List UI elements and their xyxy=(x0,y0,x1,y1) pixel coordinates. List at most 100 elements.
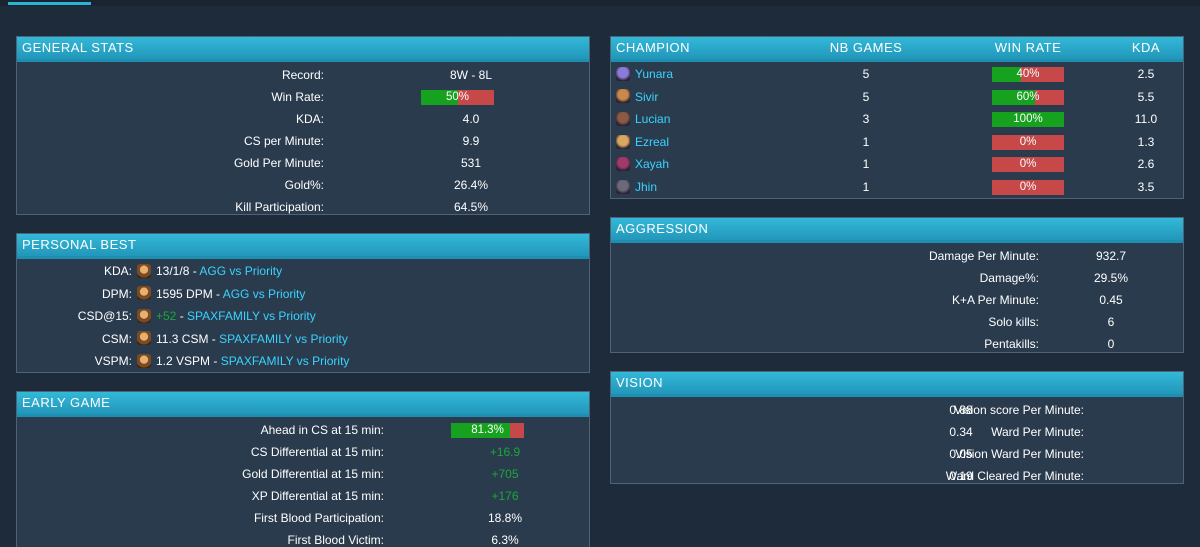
player-champion-icon xyxy=(137,308,151,323)
stat-label: Kill Participation: xyxy=(235,200,324,214)
stat-row: K+A Per Minute: 0.45 xyxy=(611,289,1183,311)
personal-best-label: VSPM: xyxy=(94,354,132,368)
stat-row: Pentakills: 0 xyxy=(611,333,1183,355)
champion-winrate: 0% xyxy=(1019,158,1037,171)
stat-label: Vision Ward Per Minute: xyxy=(955,447,1084,461)
general-stats-panel: GENERAL STATS Record: 8W - 8L Win Rate: 50%… xyxy=(16,36,590,215)
stat-value: 531 xyxy=(460,156,482,170)
champion-table-header: CHAMPION NB GAMES WIN RATE KDA xyxy=(611,37,1183,62)
stat-value: 50% xyxy=(445,91,470,103)
yunara-icon xyxy=(616,66,630,81)
personal-best-row: DPM: 1595 DPM - AGG vs Priority xyxy=(17,283,589,306)
champion-winrate: 100% xyxy=(1013,113,1043,126)
stat-label: Ahead in CS at 15 min: xyxy=(260,423,384,437)
winrate-bar: 0% xyxy=(992,157,1064,173)
match-link[interactable]: SPAXFAMILY vs Priority xyxy=(219,331,348,346)
winrate-bar-fill xyxy=(992,112,1064,128)
winrate-bar: 0% xyxy=(992,134,1064,150)
champion-name-cell[interactable]: Jhin xyxy=(616,176,657,198)
champion-name-cell[interactable]: Ezreal xyxy=(616,131,669,153)
early-game-body: Ahead in CS at 15 min: 81.3% CS Differenti… xyxy=(17,414,589,547)
champion-games: 5 xyxy=(862,89,870,104)
stat-row: Kill Participation: 64.5% xyxy=(17,196,589,218)
stat-value: 0.05 xyxy=(949,447,973,461)
stat-row: First Blood Participation: 18.8% xyxy=(17,507,589,529)
stat-row: CS Differential at 15 min: +16.9 xyxy=(17,441,589,463)
match-link[interactable]: AGG vs Priority xyxy=(222,286,306,301)
stat-row: First Blood Victim: 6.3% xyxy=(17,529,589,547)
stat-label: Damage%: xyxy=(979,271,1039,285)
champion-kda: 5.5 xyxy=(1137,89,1155,104)
active-tab-indicator[interactable] xyxy=(8,2,91,5)
stat-label: Damage Per Minute: xyxy=(928,249,1039,263)
player-champion-icon xyxy=(137,353,151,368)
stat-row: XP Differential at 15 min: +176 xyxy=(17,485,589,507)
champion-winrate: 60% xyxy=(1016,90,1040,103)
match-link[interactable]: SPAXFAMILY vs Priority xyxy=(187,309,316,323)
champion-name-cell[interactable]: Yunara xyxy=(616,63,673,85)
match-link[interactable]: AGG vs Priority xyxy=(199,264,283,278)
stat-row: CS per Minute: 9.9 xyxy=(17,130,589,152)
champion-row[interactable]: Yunara 5 40% 2.5 xyxy=(611,63,1183,86)
col-games-header[interactable]: NB GAMES xyxy=(829,40,903,55)
champion-table-panel: CHAMPION NB GAMES WIN RATE KDA Yunara 5 40… xyxy=(610,36,1184,199)
champion-row[interactable]: Ezreal 1 0% 1.3 xyxy=(611,131,1183,154)
personal-best-panel: PERSONAL BEST KDA: 13/1/8 - AGG vs Priori… xyxy=(16,233,590,373)
champion-games: 1 xyxy=(862,134,870,149)
separator: - xyxy=(210,354,221,368)
champion-winrate: 0% xyxy=(1019,180,1037,193)
col-kda-header[interactable]: KDA xyxy=(1131,40,1161,55)
champion-row[interactable]: Xayah 1 0% 2.6 xyxy=(611,153,1183,176)
champion-name[interactable]: Yunara xyxy=(635,67,674,81)
stat-row: Gold%: 26.4% xyxy=(17,174,589,196)
champion-name[interactable]: Lucian xyxy=(635,112,671,127)
stat-row: Solo kills: 6 xyxy=(611,311,1183,333)
stat-value: 0.19 xyxy=(949,469,973,483)
champion-row[interactable]: Lucian 3 100% 11.0 xyxy=(611,108,1183,131)
stat-value: 0.34 xyxy=(949,425,973,439)
personal-best-label: DPM: xyxy=(102,286,132,301)
champion-name-cell[interactable]: Xayah xyxy=(616,153,669,175)
champion-name[interactable]: Ezreal xyxy=(635,134,670,149)
stat-row: Gold Differential at 15 min: +705 xyxy=(17,463,589,485)
stat-value: 4.0 xyxy=(462,112,480,126)
champion-name-cell[interactable]: Lucian xyxy=(616,108,670,130)
champion-games: 5 xyxy=(862,67,870,81)
stat-value: +16.9 xyxy=(489,445,521,459)
personal-best-detail: 1.2 VSPM - SPAXFAMILY vs Priority xyxy=(137,350,349,373)
stat-value: 64.5% xyxy=(453,200,489,214)
personal-best-row: CSD@15: +52 - SPAXFAMILY vs Priority xyxy=(17,305,589,328)
champion-kda: 1.3 xyxy=(1137,134,1155,149)
champion-games: 1 xyxy=(862,157,870,172)
stat-value: 6.3% xyxy=(491,533,519,547)
stat-row: Ahead in CS at 15 min: 81.3% xyxy=(17,419,589,441)
separator: - xyxy=(189,264,200,278)
col-champion-header[interactable]: CHAMPION xyxy=(616,40,691,55)
winrate-bar-fill xyxy=(992,89,1036,105)
stat-label: CS per Minute: xyxy=(243,134,324,148)
stat-row: Win Rate: 50% xyxy=(17,86,589,108)
stat-row: Vision Ward Per Minute: 0.05 xyxy=(611,443,1183,465)
match-link[interactable]: SPAXFAMILY vs Priority xyxy=(220,354,350,368)
stat-label: Pentakills: xyxy=(984,337,1039,351)
champion-row[interactable]: Sivir 5 60% 5.5 xyxy=(611,86,1183,109)
personal-best-stat: 13/1/8 xyxy=(156,264,190,278)
player-champion-icon xyxy=(137,263,151,278)
general-stats-body: Record: 8W - 8L Win Rate: 50% KDA: 4.0 CS per … xyxy=(17,59,589,218)
personal-best-stat: 1595 DPM xyxy=(156,286,213,301)
champion-name-cell[interactable]: Sivir xyxy=(616,86,658,108)
stat-value: +705 xyxy=(491,467,519,481)
champion-name[interactable]: Xayah xyxy=(635,157,670,172)
stat-row: Ward Per Minute: 0.34 xyxy=(611,421,1183,443)
stat-label: XP Differential at 15 min: xyxy=(251,489,384,503)
stat-row: Vision score Per Minute: 0.88 xyxy=(611,399,1183,421)
personal-best-label: CSM: xyxy=(102,331,132,346)
champion-name[interactable]: Sivir xyxy=(635,89,659,104)
champion-row[interactable]: Jhin 1 0% 3.5 xyxy=(611,176,1183,199)
stat-label: Gold%: xyxy=(284,178,324,192)
personal-best-label: KDA: xyxy=(103,264,132,278)
col-winrate-header[interactable]: WIN RATE xyxy=(994,40,1062,55)
champion-name[interactable]: Jhin xyxy=(635,179,658,194)
winrate-bar: 0% xyxy=(992,179,1064,195)
champion-games: 1 xyxy=(862,179,870,194)
